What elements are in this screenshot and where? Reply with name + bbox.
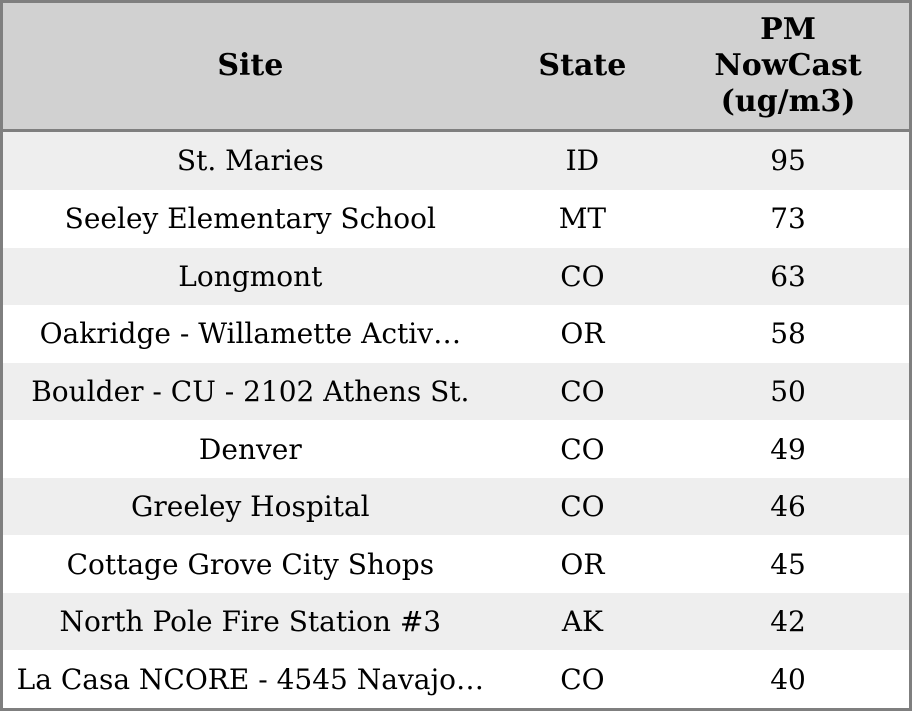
pm-value-cell: 49 <box>770 432 806 466</box>
state-cell: OR <box>560 317 605 351</box>
state-cell: CO <box>560 375 605 408</box>
table-row: Denver CO 49 <box>3 420 909 478</box>
site-cell: Boulder - CU - 2102 Athens St. <box>31 375 470 408</box>
pm-value-cell: 42 <box>770 605 806 639</box>
state-cell: CO <box>560 432 605 466</box>
site-cell: Longmont <box>178 259 323 293</box>
site-cell: Oakridge - Willamette Activ… <box>39 317 462 351</box>
state-cell: CO <box>560 259 605 293</box>
pm-value-cell: 58 <box>770 317 806 351</box>
column-header-site: Site <box>3 3 498 132</box>
table-row: North Pole Fire Station #3 AK 42 <box>3 592 909 651</box>
table-row: Greeley Hospital CO 46 <box>3 477 909 536</box>
table-row: Boulder - CU - 2102 Athens St. CO 50 <box>3 362 909 421</box>
state-cell: ID <box>565 144 600 178</box>
table-row: Cottage Grove City Shops OR 45 <box>3 535 909 593</box>
column-header-state: State <box>497 3 668 132</box>
site-cell: Greeley Hospital <box>131 490 370 524</box>
state-cell: AK <box>561 605 603 639</box>
pm-value-cell: 40 <box>770 662 806 696</box>
table-row: Seeley Elementary School MT 73 <box>3 190 909 248</box>
table-row: La Casa NCORE - 4545 Navajo… CO 40 <box>3 650 909 708</box>
site-cell: North Pole Fire Station #3 <box>59 605 442 639</box>
column-header-pm-nowcast: PM NowCast (ug/m3) <box>667 3 909 132</box>
pm-value-cell: 73 <box>770 202 806 236</box>
pm-value-cell: 45 <box>770 547 806 581</box>
table-row: Longmont CO 63 <box>3 247 909 306</box>
site-cell: St. Maries <box>176 144 324 178</box>
pm-value-cell: 46 <box>770 490 806 524</box>
table-row: St. Maries ID 95 <box>3 130 909 191</box>
table-row: Oakridge - Willamette Activ… OR 58 <box>3 305 909 363</box>
site-cell: Denver <box>198 432 302 466</box>
state-cell: MT <box>558 202 607 236</box>
state-cell: OR <box>560 547 605 581</box>
table-header-row: Site State PM NowCast (ug/m3) <box>3 3 909 132</box>
table-header: Site State PM NowCast (ug/m3) <box>3 3 909 132</box>
pm-nowcast-table: Site State PM NowCast (ug/m3) St. Maries… <box>3 3 909 708</box>
pm-value-cell: 63 <box>770 259 806 293</box>
table-body: St. Maries ID 95 Seeley Elementary Schoo… <box>3 130 909 708</box>
state-cell: CO <box>560 662 605 696</box>
site-cell: Cottage Grove City Shops <box>66 547 435 581</box>
pm-value-cell: 95 <box>770 144 806 178</box>
site-cell: Seeley Elementary School <box>64 202 436 236</box>
site-cell: La Casa NCORE - 4545 Navajo… <box>16 662 484 696</box>
state-cell: CO <box>560 490 605 524</box>
pm-value-cell: 50 <box>770 375 806 408</box>
